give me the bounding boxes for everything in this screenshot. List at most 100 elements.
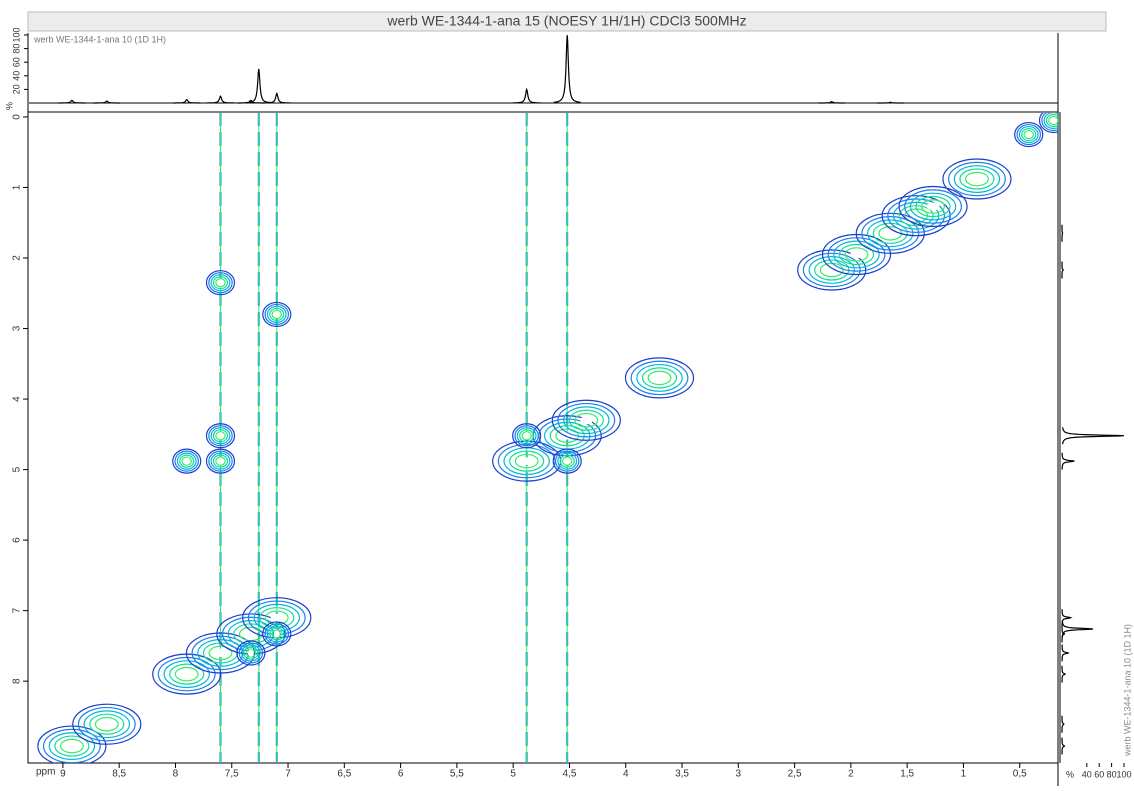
contour-level [180,670,193,679]
x-tick-label: 9 [60,769,66,780]
contour-level [273,310,280,319]
projection-peak [1061,224,1064,242]
x-tick-label: 1,5 [900,769,914,780]
x-tick-label: 2,5 [788,769,802,780]
x-tick-label: 5 [510,769,516,780]
contour-peak [205,448,236,474]
contour-level [568,409,604,431]
contour-level [959,168,995,190]
y-tick-label: 20 [11,84,21,94]
x-tick-label: 2 [848,769,854,780]
contour-level [214,649,227,657]
contour-peak [1014,121,1044,148]
contour-level [205,270,236,296]
contour-level [898,185,968,228]
x-tick-label: 6,5 [337,769,351,780]
contour-level [217,279,224,287]
contour-peak [72,703,142,745]
contour-level [236,640,266,666]
contour-level [844,247,869,262]
contour-level [855,212,925,254]
contour-level [183,457,190,465]
contour-level [516,427,537,445]
contour-level [269,627,285,641]
contour-level [552,448,582,474]
projection-peak [513,87,541,104]
contour-level [210,274,231,292]
contour-level [636,363,683,392]
contour-level [174,450,199,472]
contour-level [884,229,897,238]
contour-level [208,450,233,472]
contour-level [833,240,880,269]
contour-level [247,649,254,657]
contour-level [624,357,695,399]
contour-level [94,716,119,732]
contour-level [42,728,101,763]
contour-level [212,276,229,290]
projection-peak [1061,644,1070,662]
contour-level [264,303,290,326]
y-tick-label: 2 [12,255,23,261]
contour-level [1048,115,1058,126]
contour-peak [624,357,695,399]
contour-level [208,272,233,294]
contour-level [217,457,224,465]
contour-level [1023,129,1034,140]
projection-peak [93,100,121,104]
contour-level [580,416,593,425]
contour-peak [552,448,582,474]
contour-level [948,161,1006,197]
contour-level [179,454,195,468]
contour-level [205,423,236,449]
x-tick-label: 60 [1094,769,1104,779]
x-tick-label: 100 [1116,769,1131,779]
contour-level [559,454,575,468]
contour-level [238,642,264,664]
contour-level [514,425,539,447]
contour-peak [205,423,236,449]
contour-peak [152,653,222,695]
contour-level [523,432,530,440]
contour-level [509,450,545,472]
y-tick-label: 40 [11,71,21,81]
contour-level [561,456,573,466]
contour-level [1014,121,1044,148]
contour-peak [37,725,107,763]
projection-peak [1061,452,1075,470]
x-tick-label: 3,5 [675,769,689,780]
contour-level [942,158,1012,200]
contour-level [647,370,672,386]
y-tick-label: 3 [12,325,23,331]
contour-level [100,720,114,729]
contour-level [163,660,210,689]
contour-level [210,427,231,445]
contour-level [574,412,599,428]
contour-level [89,713,125,735]
contour-level [217,432,224,440]
contour-level [512,423,542,449]
contour-level [1043,113,1058,130]
x-axis-label: ppm [36,767,55,778]
contour-level [557,452,578,470]
contour-level [65,742,79,751]
projection-peak [263,92,291,104]
contour-level [519,429,535,443]
contour-level [48,732,96,761]
y-tick-label: 7 [12,607,23,613]
contour-level [266,305,287,324]
projection-peak [1061,620,1094,638]
projection-peak [173,98,201,104]
x-tick-label: 7 [285,769,291,780]
projection-peak [1061,737,1066,755]
contour-level [264,623,290,645]
contour-peak [262,621,292,647]
contour-level [83,710,131,739]
contour-peak [172,448,202,474]
projection-peak [237,99,265,104]
contour-level [240,644,261,662]
contour-level [181,456,192,466]
contour-area [37,113,1058,763]
projection-peak [207,95,234,104]
